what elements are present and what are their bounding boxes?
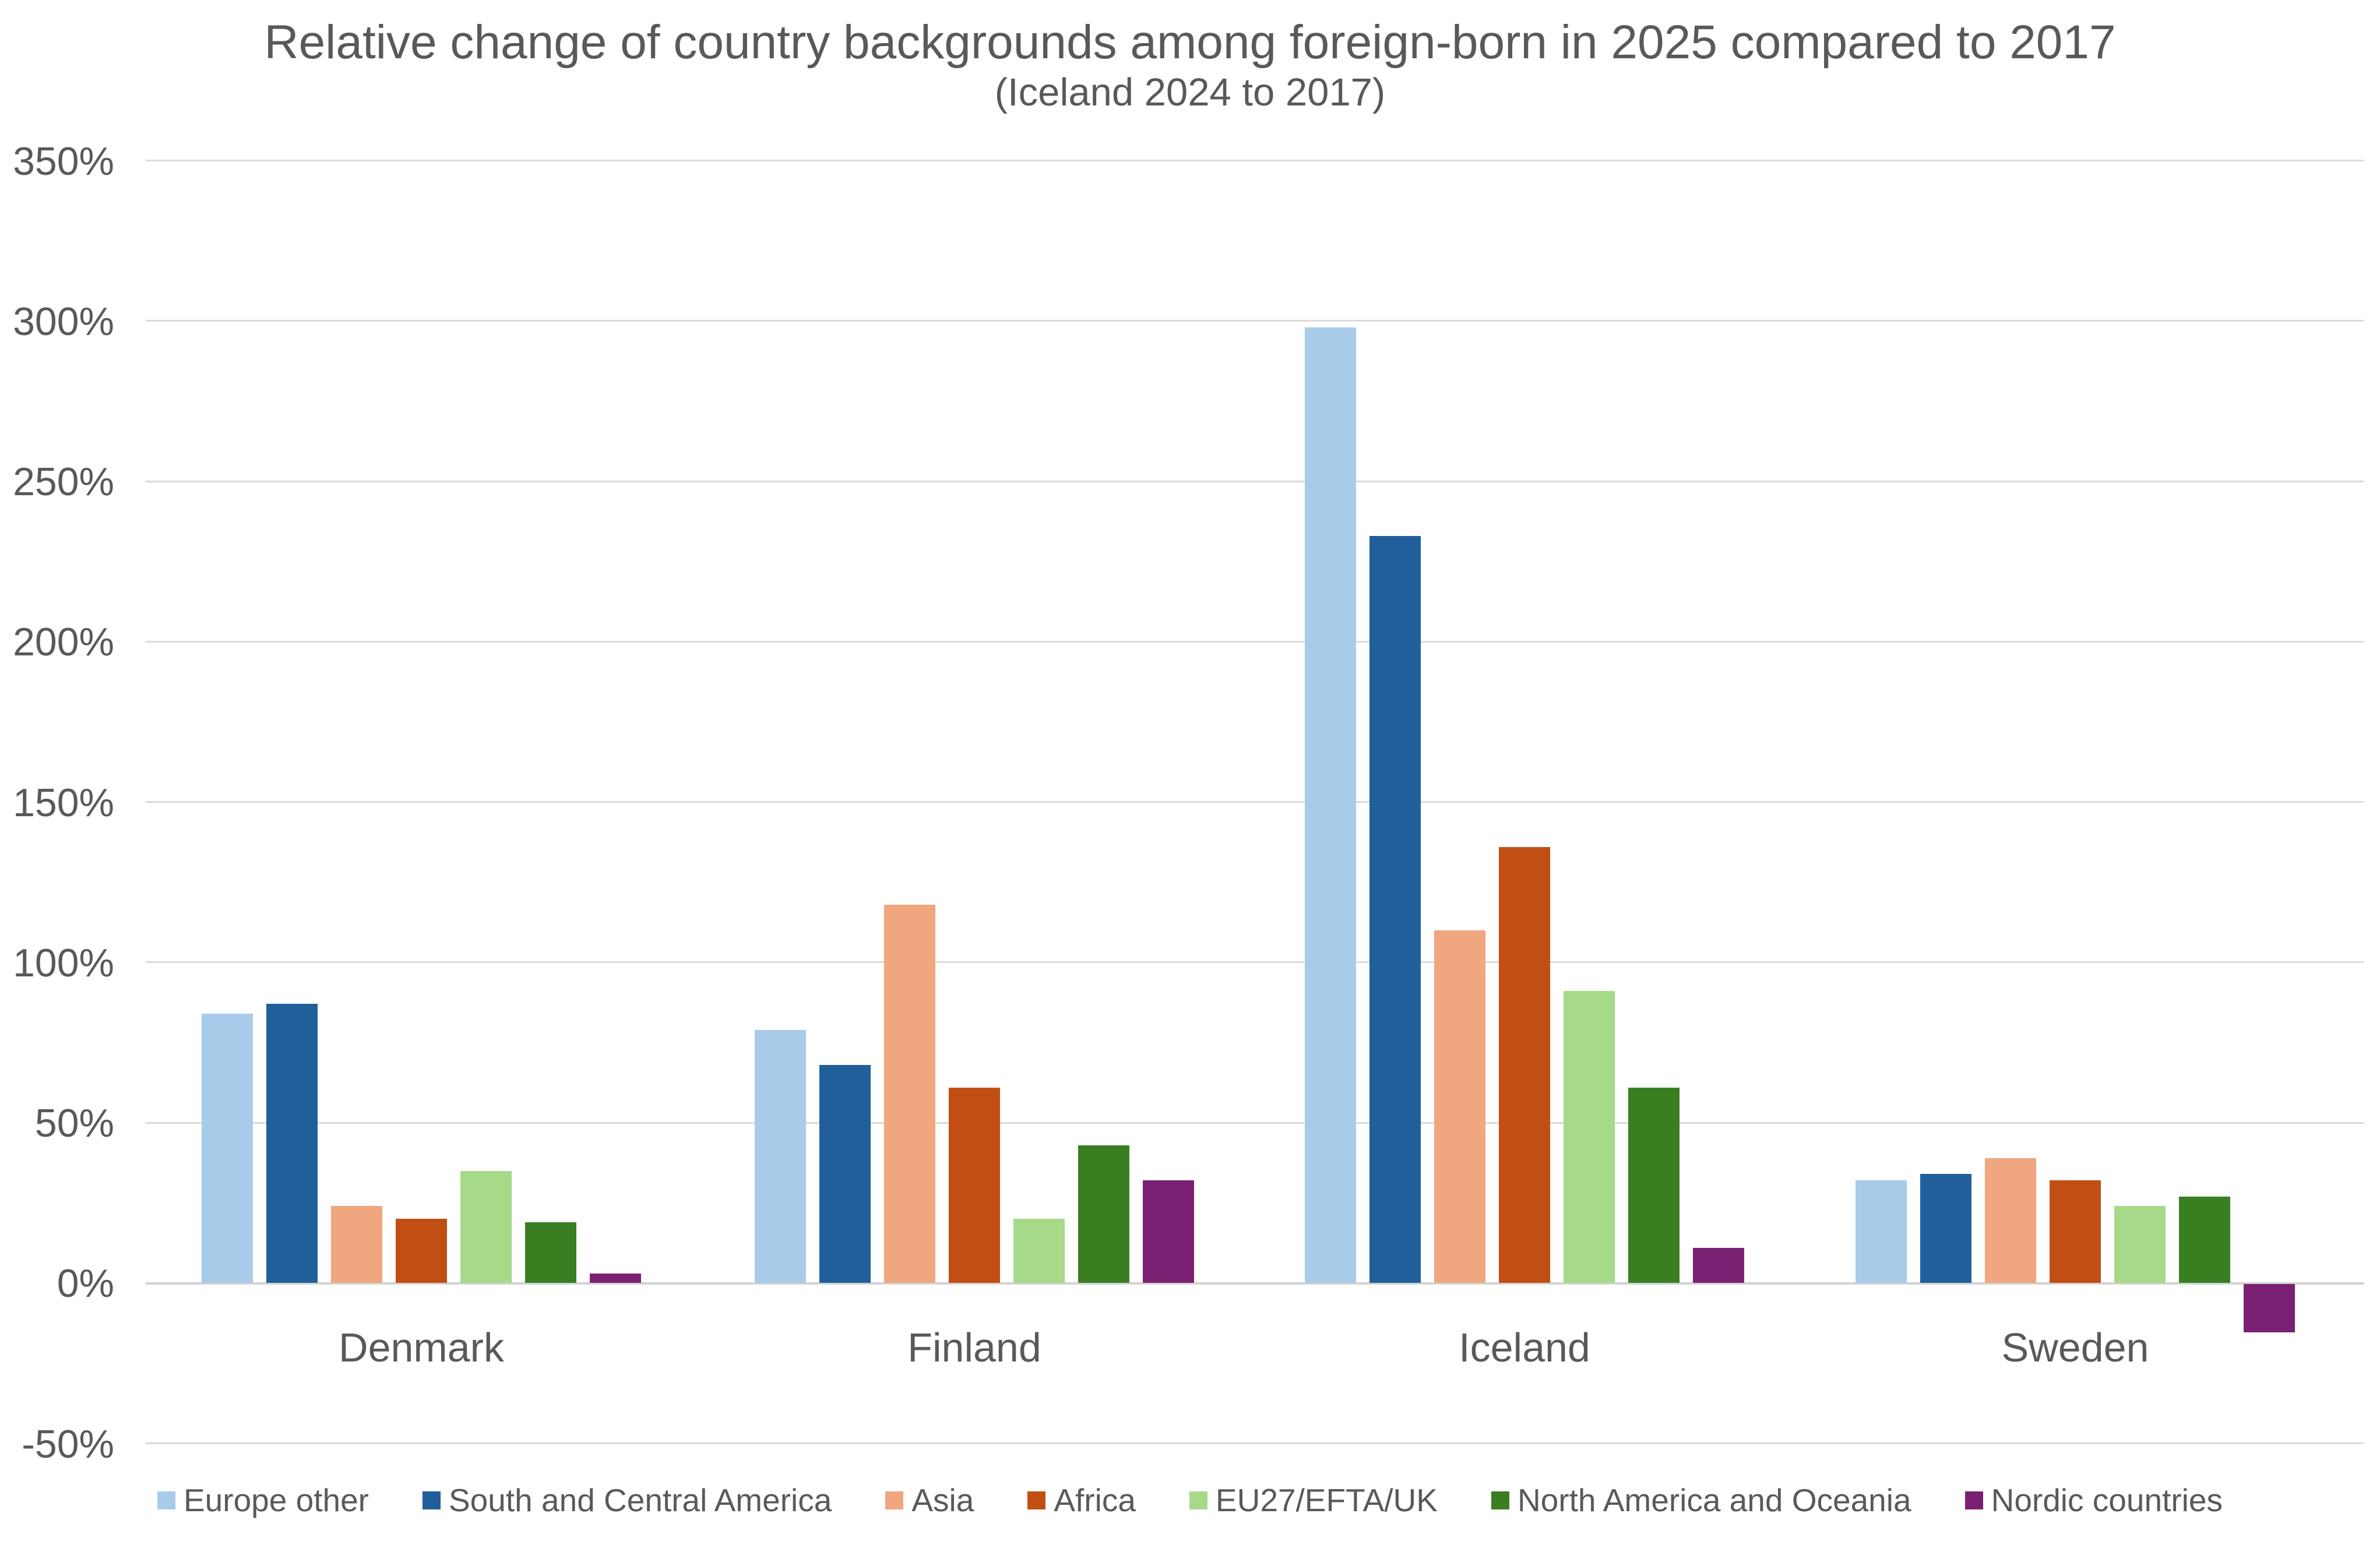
- y-axis-tick-label: 200%: [13, 620, 114, 665]
- legend-label: Asia: [911, 1482, 974, 1518]
- x-axis-category-label: Denmark: [339, 1325, 504, 1370]
- bar: [755, 1029, 806, 1283]
- legend-item: Nordic countries: [1964, 1482, 2223, 1518]
- legend-label: Africa: [1054, 1482, 1136, 1518]
- bar: [331, 1206, 382, 1283]
- gridline: [146, 1442, 2364, 1445]
- legend-item: North America and Oceania: [1491, 1484, 1911, 1516]
- y-axis-tick-label: 100%: [13, 940, 114, 985]
- gridline: [146, 1121, 2364, 1124]
- bar: [1369, 535, 1421, 1283]
- y-axis-tick-label: 300%: [13, 299, 114, 344]
- gridline: [146, 961, 2364, 964]
- legend-item: Asia: [885, 1484, 974, 1516]
- bar: [1078, 1145, 1129, 1283]
- y-axis-tick-label: -50%: [22, 1421, 114, 1466]
- legend-item: Africa: [1027, 1484, 1136, 1516]
- bar: [1305, 327, 1356, 1283]
- x-axis-baseline: [146, 1282, 2364, 1285]
- legend-item: South and Central America: [423, 1484, 832, 1516]
- gridline: [146, 160, 2364, 161]
- bar: [525, 1222, 576, 1283]
- bar: [590, 1273, 641, 1283]
- bar: [1920, 1174, 1971, 1283]
- legend-item: EU27/EFTA/UK: [1189, 1484, 1438, 1516]
- legend-swatch-icon: [1027, 1491, 1046, 1509]
- bar: [1693, 1247, 1744, 1283]
- y-axis-tick-label: 0%: [57, 1261, 114, 1306]
- bar: [1628, 1087, 1680, 1283]
- legend: Europe other South and Central America Asi…: [0, 1484, 2380, 1516]
- bar: [1143, 1180, 1194, 1283]
- legend-label: South and Central America: [449, 1482, 832, 1518]
- y-axis-tick-label: 150%: [13, 780, 114, 825]
- legend-label: EU27/EFTA/UK: [1215, 1482, 1438, 1518]
- chart-title: Relative change of country backgrounds a…: [264, 16, 2116, 69]
- legend-label: Nordic countries: [1991, 1482, 2223, 1518]
- bar: [2244, 1284, 2295, 1333]
- legend-swatch-icon: [1491, 1491, 1509, 1509]
- bar: [202, 1013, 253, 1283]
- legend-swatch-icon: [885, 1491, 904, 1509]
- x-axis-category-label: Finland: [907, 1325, 1041, 1370]
- x-axis-category-label: Sweden: [2001, 1325, 2149, 1370]
- bar: [266, 1004, 318, 1283]
- y-axis-tick-label: 350%: [13, 139, 114, 184]
- chart-subtitle: (Iceland 2024 to 2017): [994, 70, 1386, 114]
- bar: [1985, 1158, 2036, 1283]
- bar: [884, 904, 935, 1283]
- legend-label: North America and Oceania: [1517, 1482, 1911, 1518]
- gridline: [146, 320, 2364, 322]
- y-axis-tick-label: 250%: [13, 460, 114, 505]
- legend-swatch-icon: [1189, 1491, 1207, 1509]
- bar: [1856, 1180, 1907, 1283]
- legend-label: Europe other: [184, 1482, 369, 1518]
- legend-swatch-icon: [1964, 1491, 1983, 1509]
- bar: [396, 1219, 447, 1283]
- bar: [1564, 991, 1615, 1283]
- legend-swatch-icon: [157, 1491, 175, 1509]
- bar: [1013, 1219, 1065, 1283]
- bar: [1499, 846, 1550, 1283]
- bar: [949, 1087, 1000, 1283]
- bar: [2179, 1196, 2230, 1283]
- legend-swatch-icon: [423, 1491, 441, 1509]
- bar: [1434, 930, 1485, 1283]
- legend-item: Europe other: [157, 1484, 369, 1516]
- bar: [460, 1170, 512, 1283]
- x-axis-category-label: Iceland: [1459, 1325, 1590, 1370]
- gridline: [146, 480, 2364, 482]
- gridline: [146, 640, 2364, 643]
- y-axis-tick-label: 50%: [34, 1101, 114, 1146]
- bar: [2050, 1180, 2101, 1283]
- gridline: [146, 801, 2364, 803]
- bar: [819, 1065, 871, 1283]
- bar: [2114, 1206, 2166, 1283]
